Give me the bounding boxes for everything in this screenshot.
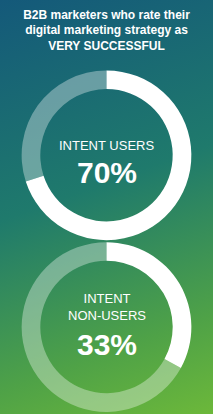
svg-text:B2B marketers who rate theirdi: B2B marketers who rate theirdigital mark…: [23, 8, 190, 53]
svg-text:70%: 70%: [77, 156, 137, 189]
svg-text:INTENT USERS: INTENT USERS: [59, 138, 154, 153]
svg-text:33%: 33%: [77, 328, 137, 361]
svg-text:INTENTNON-USERS: INTENTNON-USERS: [68, 291, 146, 323]
